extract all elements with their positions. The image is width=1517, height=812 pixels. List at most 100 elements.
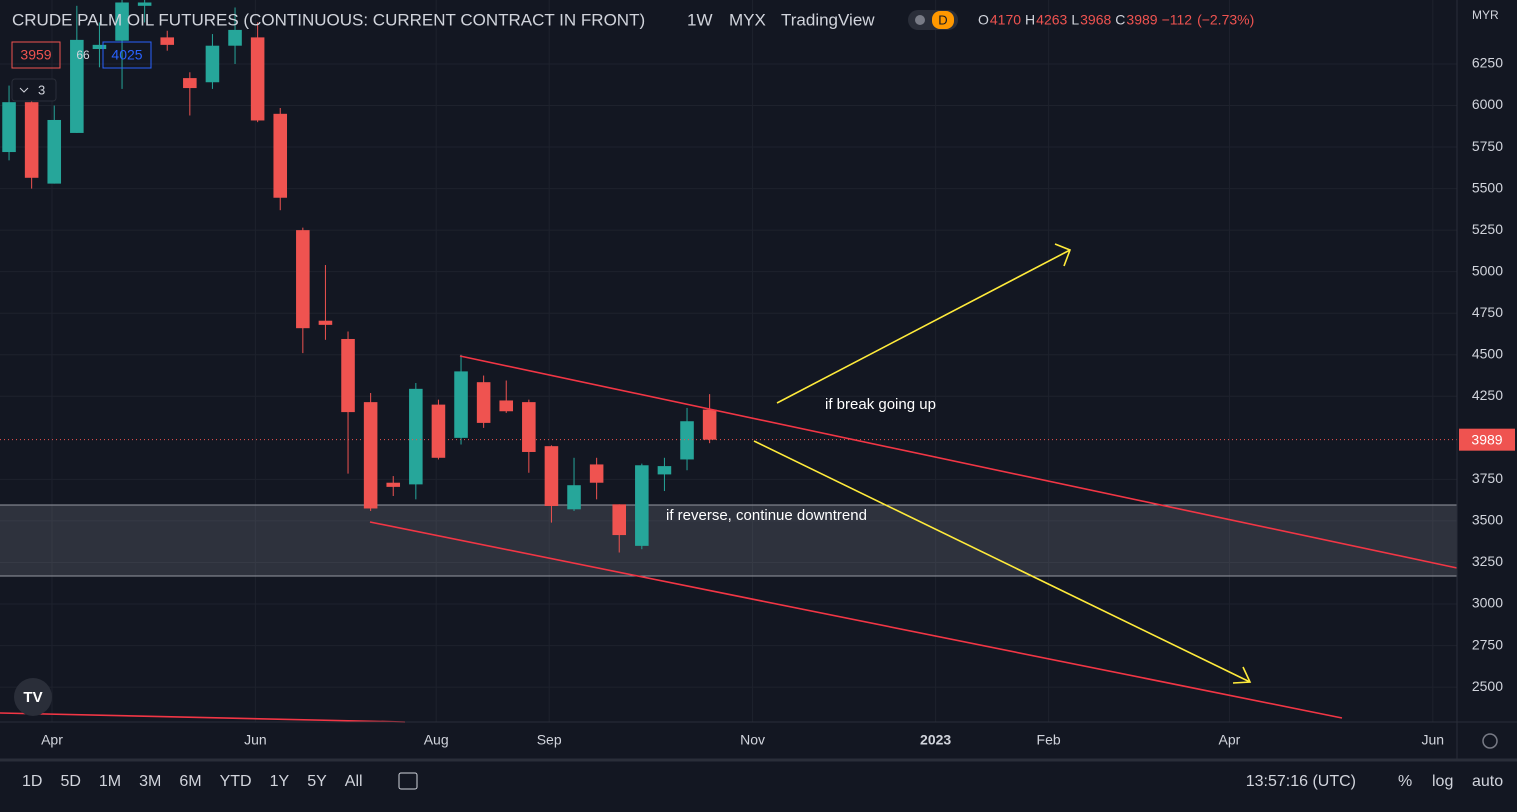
x-tick-label: Sep: [537, 732, 562, 748]
collapse-count: 3: [38, 82, 45, 97]
candle-body: [702, 409, 717, 440]
candle-body: [544, 446, 559, 506]
range-button[interactable]: 5D: [60, 773, 80, 790]
range-button[interactable]: All: [345, 773, 363, 790]
range-button[interactable]: 3M: [139, 773, 161, 790]
candle-body: [612, 504, 627, 536]
y-tick-label: 2500: [1472, 678, 1503, 694]
last-price-tag: [1459, 428, 1515, 451]
ohlc-value: 3989: [1126, 12, 1157, 28]
range-button[interactable]: 5Y: [307, 773, 327, 790]
x-tick-label: Jun: [1422, 732, 1445, 748]
arrow-head: [1054, 243, 1072, 267]
range-button[interactable]: YTD: [220, 773, 252, 790]
candle-body: [522, 402, 536, 452]
x-tick-label: Aug: [424, 732, 449, 748]
candle-body: [92, 44, 107, 50]
y-tick-label: 4250: [1472, 387, 1503, 403]
candle-body: [341, 338, 355, 413]
annotation: if reverse, continue downtrend: [666, 507, 867, 524]
title: CRUDE PALM OIL FUTURES (CONTINUOUS: CURR…: [12, 10, 645, 29]
arrow: [776, 249, 1071, 404]
badge[interactable]: [932, 11, 954, 29]
candle-body: [589, 464, 604, 483]
arrow: [753, 440, 1251, 683]
x-tick-label: Jun: [244, 732, 267, 748]
candle-body: [137, 2, 152, 6]
y-tick-label: 6000: [1472, 96, 1503, 112]
candle-body: [2, 102, 16, 153]
clock: 13:57:16 (UTC): [1246, 773, 1356, 790]
ohlc-letter: H: [1025, 12, 1035, 28]
candle-body: [273, 113, 288, 198]
ohlc-letter: C: [1115, 12, 1125, 28]
candle-body: [318, 320, 333, 325]
arrows: [753, 243, 1252, 684]
change-pct: (−2.73%): [1197, 12, 1254, 28]
candle-body: [476, 382, 491, 423]
logo[interactable]: [14, 678, 52, 716]
candle-body: [635, 465, 649, 546]
ohlc-letter: L: [1071, 12, 1079, 28]
x-tick-label: 2023: [920, 732, 951, 748]
y-tick-label: 5750: [1472, 138, 1503, 154]
spread: 66: [76, 48, 90, 62]
candle-body: [657, 466, 672, 475]
candle-body: [47, 119, 62, 184]
candle-body: [363, 402, 378, 509]
candle-body: [409, 388, 423, 485]
last-price-label: 3989: [1471, 431, 1502, 447]
range-button[interactable]: 6M: [179, 773, 201, 790]
badge-text: D: [938, 12, 947, 27]
scale-option[interactable]: auto: [1472, 773, 1503, 790]
trendline: [459, 355, 1458, 569]
indicator-box: [11, 41, 61, 69]
y-tick-label: 3750: [1472, 470, 1503, 486]
x-tick-label: Feb: [1037, 732, 1061, 748]
arrow-head: [1232, 666, 1252, 684]
y-tick-label: 6250: [1472, 55, 1503, 71]
ohlc-value: 4263: [1036, 12, 1067, 28]
candle-body: [160, 37, 175, 45]
x-tick-label: Apr: [41, 732, 63, 748]
ohlc-value: 3968: [1080, 12, 1111, 28]
y-tick-label: 2750: [1472, 636, 1503, 652]
y-tick-label: 3000: [1472, 595, 1503, 611]
x-tick-label: Nov: [740, 732, 765, 748]
scale-option[interactable]: log: [1432, 773, 1453, 790]
interval: 1W: [687, 10, 713, 29]
date-range-icon[interactable]: [398, 772, 418, 790]
currency[interactable]: MYR: [1472, 8, 1499, 22]
range-button[interactable]: 1M: [99, 773, 121, 790]
collapse-button[interactable]: [11, 78, 57, 102]
indicator-box: [102, 41, 152, 69]
y-tick-label: 5500: [1472, 179, 1503, 195]
candle-body: [250, 37, 265, 121]
candle-body: [567, 485, 581, 510]
change: −112: [1162, 12, 1193, 28]
trendline: [369, 521, 1343, 719]
ohlc-value: 4170: [990, 12, 1021, 28]
y-tick-label: 4500: [1472, 345, 1503, 361]
scale-option[interactable]: %: [1398, 773, 1412, 790]
trendlines: [0, 355, 1458, 723]
status-dot: [915, 15, 925, 25]
annotation: if break going up: [825, 396, 936, 413]
settings-icon[interactable]: [1482, 733, 1498, 749]
range-button[interactable]: 1Y: [270, 773, 290, 790]
candle-body: [115, 2, 129, 41]
exchange: MYX: [729, 10, 766, 29]
candle-body: [296, 230, 310, 329]
logo-mark: TV: [23, 689, 42, 706]
bid: 3959: [20, 47, 51, 63]
range-button[interactable]: 1D: [22, 773, 42, 790]
candle-body: [680, 421, 694, 460]
y-tick-label: 3250: [1472, 553, 1503, 569]
chevron: [19, 87, 29, 93]
price-axis: [1457, 0, 1517, 760]
candle-body: [386, 482, 401, 487]
ask: 4025: [111, 47, 142, 63]
